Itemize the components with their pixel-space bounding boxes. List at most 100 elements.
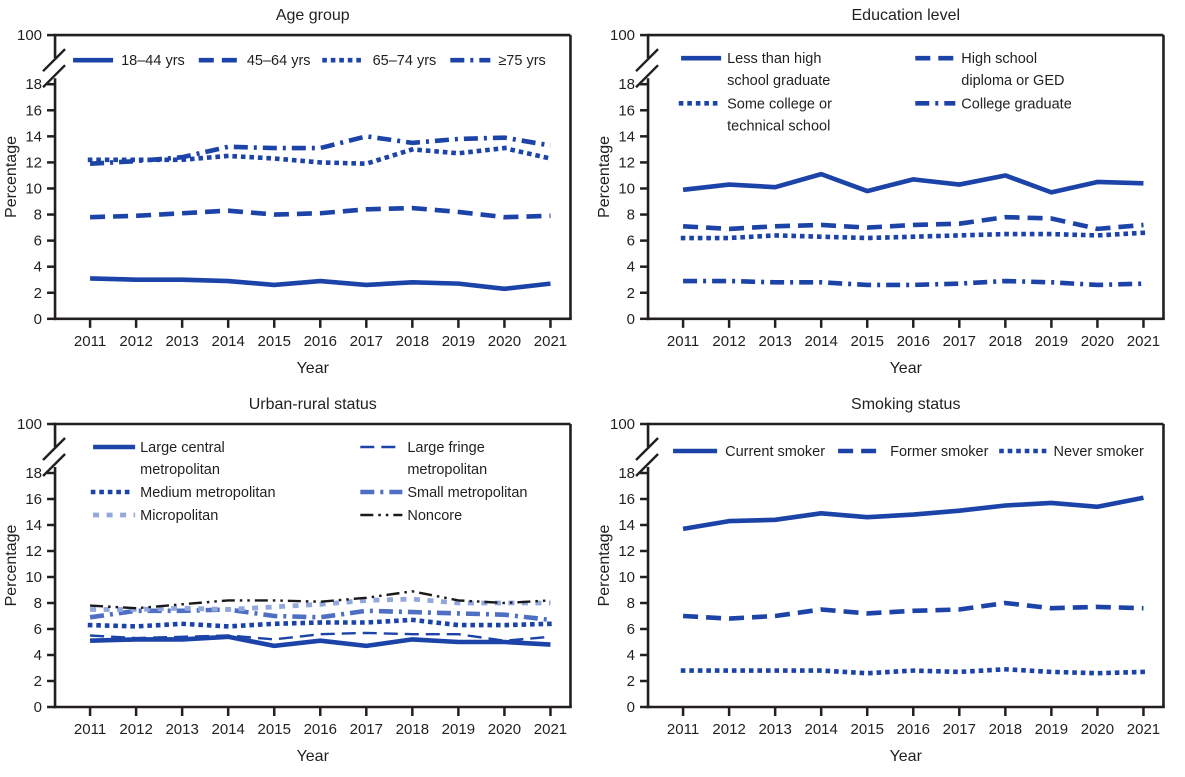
axis-break-slash-lower: [42, 64, 66, 89]
series-line-solid: [90, 276, 551, 292]
axis-break-slash-lower: [42, 453, 66, 477]
y-tick-label: 0: [34, 699, 42, 716]
x-tick-label: 2015: [850, 333, 883, 350]
series-line-dot: [680, 230, 1146, 241]
y-tick-label: 8: [34, 595, 42, 612]
legend-label: Large central: [140, 440, 225, 456]
chart-urban-rural-status: 0 2 4 6 8 10 12 14 16 18 100 2011 2012 2013 2014 2015 20…: [3, 396, 572, 765]
y-tick-label: 10: [618, 180, 635, 197]
y-tick-label: 0: [34, 311, 42, 328]
x-tick-label: 2017: [942, 721, 975, 738]
y-tick-label: 18: [618, 465, 635, 482]
y-tick-label: 14: [25, 128, 42, 145]
y-tick-label: 12: [618, 154, 635, 171]
x-tick-label: 2014: [804, 721, 837, 738]
legend-label: High school: [961, 51, 1037, 67]
series-line-dashdotdot: [90, 590, 551, 610]
y-tick-label: 8: [626, 595, 634, 612]
y-tick-label: 14: [25, 517, 42, 534]
x-tick-label: 2019: [1034, 721, 1067, 738]
axis-break-slash-upper: [42, 437, 66, 461]
y-axis-label: Percentage: [595, 136, 613, 218]
x-tick-label: 2012: [119, 333, 152, 350]
x-tick-label: 2014: [212, 333, 245, 350]
x-tick-label: 2017: [350, 333, 383, 350]
legend-label: Large fringe: [407, 440, 484, 456]
x-tick-label: 2016: [896, 333, 929, 350]
x-tick-label: 2016: [304, 721, 337, 738]
x-tick-label: 2017: [350, 721, 383, 738]
chart-age-group: 0 2 4 6 8 10 12 14 16 18 100 2011 2012 2013 2014 2015 20…: [2, 6, 572, 377]
series-line-dash: [682, 214, 1144, 232]
y-tick-label: 16: [25, 491, 42, 508]
legend-label: ≥75 yrs: [498, 53, 545, 69]
y-tick-label: 18: [25, 76, 42, 93]
x-tick-label: 2016: [896, 721, 929, 738]
x-tick-label: 2018: [988, 721, 1021, 738]
series-line-solid: [90, 634, 551, 649]
x-tick-label: 2021: [534, 721, 567, 738]
x-tick-label: 2012: [712, 333, 745, 350]
legend-label: diploma or GED: [961, 73, 1064, 89]
y-tick-label: 12: [25, 543, 42, 560]
y-tick-label: 12: [618, 543, 635, 560]
x-tick-label: 2018: [396, 721, 429, 738]
x-tick-label: 2013: [758, 333, 791, 350]
x-tick-label: 2015: [850, 721, 883, 738]
y-tick-label-top: 100: [17, 416, 42, 433]
legend-label: Small metropolitan: [407, 485, 527, 501]
y-tick-label: 16: [618, 491, 635, 508]
y-tick-label: 12: [25, 154, 42, 171]
y-tick-label-top: 100: [609, 27, 634, 44]
chart-title: Urban-rural status: [249, 396, 377, 413]
series-line-dashdot: [89, 607, 551, 623]
x-axis-label: Year: [297, 359, 330, 377]
x-tick-label: 2020: [1080, 721, 1113, 738]
chart-smoking-status: 0 2 4 6 8 10 12 14 16 18 100 2011 2012 2013 2014 2015 20…: [596, 396, 1165, 765]
legend-label: Never smoker: [1053, 444, 1143, 460]
axis-break-slash-lower: [634, 64, 659, 89]
x-axis-label: Year: [297, 748, 330, 765]
x-tick-label: 2021: [1126, 333, 1159, 350]
x-tick-label: 2014: [804, 333, 837, 350]
y-tick-label-top: 100: [609, 416, 634, 433]
y-tick-label: 2: [34, 285, 42, 302]
y-tick-label: 4: [34, 259, 42, 276]
legend-label: 45–64 yrs: [247, 53, 311, 69]
panel-smoking-status: 0 2 4 6 8 10 12 14 16 18 100 2011 2012 2013 2014 2015 20…: [593, 389, 1185, 777]
x-tick-label: 2020: [1080, 333, 1113, 350]
x-tick-label: 2020: [488, 333, 521, 350]
x-tick-label: 2019: [1034, 333, 1067, 350]
series-line-dashdot: [89, 134, 551, 167]
legend-label: metropolitan: [140, 462, 220, 478]
chart-title: Education level: [851, 6, 960, 24]
x-tick-label: 2021: [534, 333, 567, 350]
series-line-sqdash: [90, 596, 551, 612]
x-tick-label: 2011: [74, 721, 106, 738]
legend-label: Current smoker: [725, 444, 825, 460]
legend-label: 65–74 yrs: [373, 53, 437, 69]
legend-label: 18–44 yrs: [121, 53, 185, 69]
x-tick-label: 2011: [666, 333, 698, 350]
y-tick-label: 10: [618, 569, 635, 586]
x-tick-label: 2019: [442, 721, 475, 738]
series-line-dash: [682, 600, 1144, 621]
chart-education-level: 0 2 4 6 8 10 12 14 16 18 100 2011 2012 2013 2014 2015 20…: [595, 6, 1165, 377]
y-tick-label: 2: [34, 673, 42, 690]
axis-break-slash-upper: [634, 437, 659, 461]
y-tick-label: 8: [34, 207, 42, 224]
legend-label: College graduate: [961, 96, 1071, 112]
legend-label: Micropolitan: [140, 508, 218, 524]
x-tick-label: 2011: [74, 333, 106, 350]
axis-break-slash-lower: [634, 453, 659, 477]
x-tick-label: 2013: [165, 721, 198, 738]
y-tick-label: 4: [626, 647, 634, 664]
legend-label: technical school: [727, 118, 830, 134]
y-tick-label: 18: [25, 465, 42, 482]
y-tick-label: 6: [626, 621, 634, 638]
y-tick-label: 0: [626, 311, 634, 328]
x-tick-label: 2019: [442, 333, 475, 350]
chart-title: Age group: [276, 6, 350, 24]
y-tick-label: 14: [618, 517, 635, 534]
y-tick-label: 6: [626, 233, 634, 250]
